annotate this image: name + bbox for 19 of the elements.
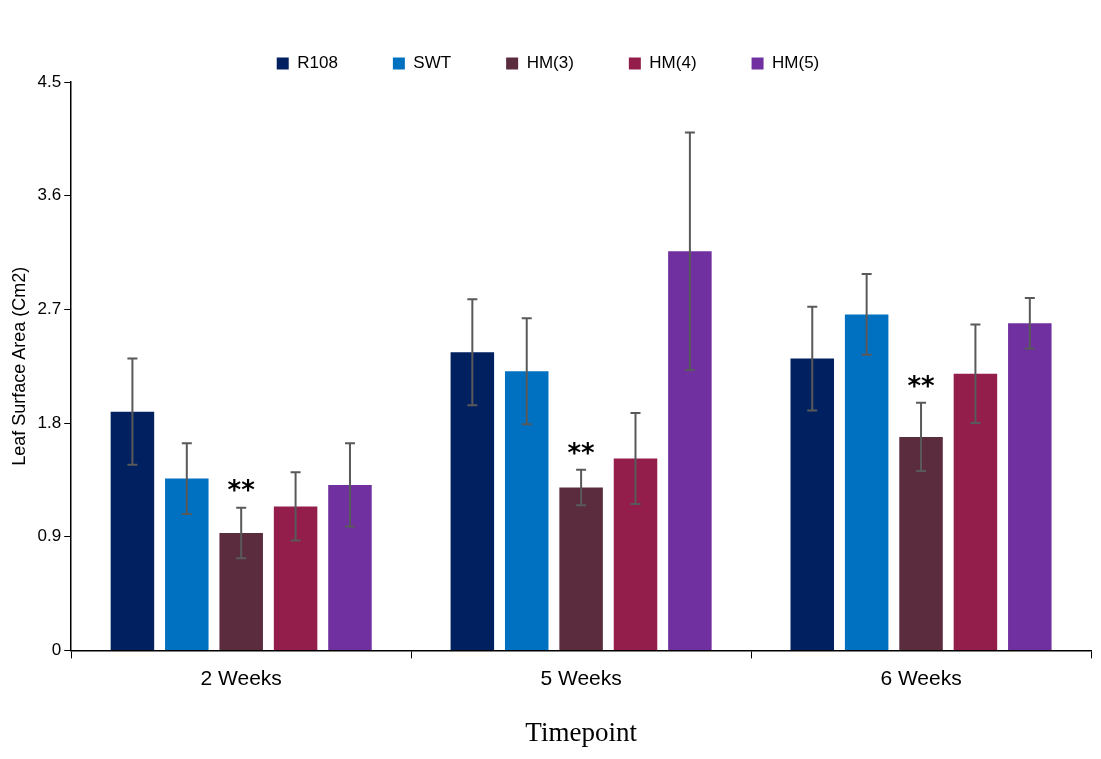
y-tick-label: 0 [51, 640, 62, 660]
x-tick-label: 2 Weeks [200, 665, 282, 689]
legend-label: HM(4) [649, 53, 697, 73]
y-axis-title: Leaf Surface Area (Cm2) [8, 266, 29, 466]
legend-label: HM(3) [526, 53, 574, 73]
annotation: ** [567, 437, 596, 468]
x-tick-label: 6 Weeks [880, 665, 962, 689]
y-tick-label: 3.6 [37, 185, 62, 205]
y-tick-label: 2.7 [37, 299, 62, 319]
y-tick-label: 1.8 [37, 412, 62, 432]
legend-label: HM(5) [772, 53, 820, 73]
annotation: ** [227, 475, 256, 506]
legend-label: R108 [297, 53, 338, 73]
annotation: ** [907, 370, 936, 401]
x-axis-title: Timepoint [525, 716, 638, 747]
legend-label: SWT [413, 53, 452, 73]
x-tick-label: 5 Weeks [540, 665, 622, 689]
y-tick-label: 4.5 [37, 71, 62, 91]
y-tick-label: 0.9 [37, 526, 62, 546]
